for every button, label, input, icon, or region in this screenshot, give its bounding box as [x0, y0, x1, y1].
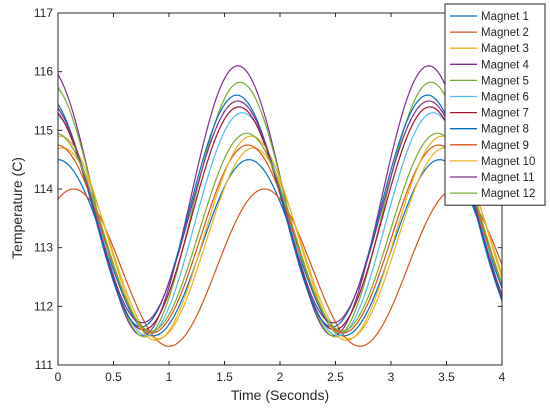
legend-entry-10: Magnet 10: [450, 156, 535, 168]
legend-entry-9: Magnet 9: [450, 140, 529, 152]
legend-label: Magnet 10: [481, 156, 535, 168]
series-line-3: [58, 147, 502, 340]
legend-entry-4: Magnet 4: [450, 59, 530, 71]
legend-entry-2: Magnet 2: [450, 27, 529, 39]
legend-label: Magnet 11: [481, 172, 535, 184]
legend-entry-5: Magnet 5: [450, 75, 529, 87]
legend-box: [444, 3, 546, 206]
legend-entry-11: Magnet 11: [450, 172, 535, 184]
legend-entry-8: Magnet 8: [450, 124, 529, 136]
plot-area: [57, 12, 503, 366]
y-tick-label: 117: [34, 6, 53, 20]
legend-entry-1: Magnet 1: [450, 11, 529, 23]
x-tick-label: 2: [277, 370, 284, 384]
legend-entry-3: Magnet 3: [450, 43, 529, 55]
legend-label: Magnet 7: [481, 108, 529, 120]
series-line-11: [58, 100, 502, 324]
legend-entry-12: Magnet 12: [450, 188, 535, 200]
legend-label: Magnet 8: [481, 124, 529, 136]
x-tick-label: 2.5: [327, 370, 344, 384]
y-axis: 111 112 113 114 115 116 117: [34, 6, 502, 372]
legend-label: Magnet 3: [481, 43, 529, 55]
series-line-1: [58, 159, 502, 337]
x-axis-label: Time (Seconds): [231, 387, 329, 403]
x-tick-label: 0.5: [105, 370, 122, 384]
series-line-2: [58, 188, 502, 347]
x-tick-label: 4: [499, 370, 506, 384]
y-tick-label: 115: [34, 123, 53, 137]
y-tick-label: 111: [35, 358, 54, 372]
legend-label: Magnet 2: [481, 27, 529, 39]
legend-label: Magnet 9: [481, 140, 529, 152]
legend-label: Magnet 6: [481, 92, 529, 104]
y-tick-label: 116: [34, 65, 53, 79]
x-tick-label: 0: [55, 370, 62, 384]
x-tick-label: 3.5: [438, 370, 455, 384]
series-line-12: [58, 132, 502, 332]
series-lines: [58, 65, 502, 347]
legend-entry-7: Magnet 7: [450, 108, 529, 120]
y-tick-label: 114: [34, 182, 53, 196]
legend-entry-6: Magnet 6: [450, 92, 529, 104]
legend-label: Magnet 5: [481, 75, 529, 87]
legend-label: Magnet 12: [481, 188, 535, 200]
y-tick-label: 113: [34, 241, 53, 255]
legend-label: Magnet 4: [481, 59, 530, 71]
x-axis: 0 0.5 1 1.5 2 2.5 3 3.5 4: [55, 13, 506, 384]
y-tick-label: 112: [34, 299, 53, 313]
x-tick-label: 1.5: [216, 370, 233, 384]
y-axis-label: Temperature (C): [9, 157, 25, 259]
x-tick-label: 3: [388, 370, 395, 384]
x-tick-label: 1: [166, 370, 173, 384]
legend: Magnet 1 Magnet 2 Magnet 3 Magnet 4 Magnet 5…: [444, 3, 546, 206]
legend-label: Magnet 1: [481, 11, 529, 23]
